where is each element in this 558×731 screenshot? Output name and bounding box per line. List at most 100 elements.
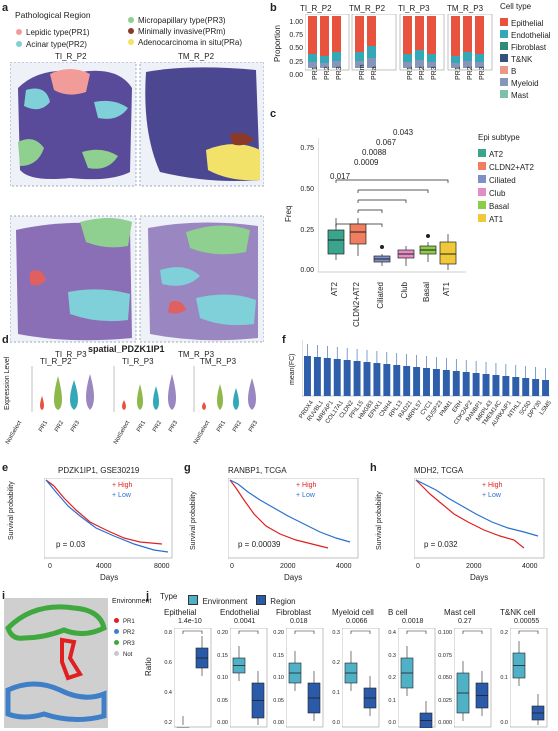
bar	[423, 368, 430, 396]
legend-label: Basal	[489, 202, 510, 211]
bar-segment	[463, 61, 472, 68]
legend-swatch	[478, 174, 486, 183]
legend-label: Lepidic type(PR1)	[26, 28, 90, 37]
legend-label: Region	[270, 597, 296, 606]
legend-swatch	[478, 187, 486, 196]
legend-dot-icon	[114, 618, 119, 623]
panel-b-legend-title: Cell type	[500, 2, 532, 11]
tick-label: PR3	[70, 420, 82, 434]
legend-label: Minimally invasive(PRm)	[138, 27, 226, 36]
outlier	[380, 245, 384, 249]
legend-label: Endothelial	[511, 31, 551, 40]
box-body	[327, 229, 345, 255]
legend-item: Not	[114, 643, 135, 658]
group-label: TI_R_P2	[300, 4, 332, 13]
tick-label: 4000	[336, 563, 352, 570]
boxplot-title: Mast cell	[444, 608, 476, 617]
tick-label: 0.2	[388, 675, 396, 681]
boxplot-panel: B cell 0.0018 0.4 0.3 0.2 0.1 0.0	[382, 604, 436, 728]
plot-frame	[230, 628, 268, 728]
tick-label: 2000	[280, 563, 296, 570]
tick-label: 0.3	[332, 630, 340, 636]
bar	[363, 362, 371, 396]
plot-frame	[342, 628, 380, 728]
legend-item: Myeloid	[500, 73, 551, 88]
violin-group	[113, 366, 176, 412]
tick-label: Club	[400, 282, 409, 299]
facet-frame	[447, 14, 493, 71]
bar-group	[308, 16, 341, 68]
plot-frame	[398, 628, 436, 728]
tick-label: 0.15	[273, 652, 284, 659]
axis-label-y: Survival probability	[8, 481, 15, 540]
axis-label-y: mean(FC)	[289, 353, 296, 385]
panel-a-legend-title: Pathological Region	[15, 10, 91, 20]
tick-label: 0.20	[217, 630, 228, 636]
group-label: TI_R_P3	[398, 4, 430, 13]
tick-label: 0	[230, 563, 234, 570]
panel-c-label: c	[270, 108, 277, 120]
bar	[373, 363, 381, 396]
legend-dot-icon	[114, 629, 119, 634]
legend-label: Not	[123, 652, 133, 658]
legend-label: Low	[488, 492, 501, 499]
bar	[452, 371, 460, 396]
pvalue-label: p = 0.00039	[238, 540, 281, 549]
boxplot-title: Endothelial	[220, 608, 260, 617]
bracket	[462, 630, 483, 634]
tick-label: PR1	[455, 66, 462, 80]
legend-swatch	[478, 200, 486, 209]
significance-brackets	[335, 179, 449, 227]
bar-chart-fc	[302, 340, 550, 397]
km-legend-low: + Low	[482, 492, 501, 499]
bar	[353, 361, 361, 396]
bar	[442, 370, 450, 396]
plot-frame	[228, 478, 359, 559]
legend-label: Low	[302, 492, 315, 499]
boxplot-title: T&NK cell	[500, 608, 536, 617]
region-pr2	[160, 267, 200, 286]
km-curve-high	[415, 479, 525, 549]
bar-segment	[332, 16, 341, 52]
panel-b-label: b	[270, 2, 277, 14]
region-pr1	[168, 301, 186, 314]
bar-group	[451, 16, 484, 68]
tick-label: 0.50	[300, 186, 314, 193]
legend-item: B	[500, 61, 551, 76]
tick-label: 0.00	[300, 267, 314, 274]
violin-group	[31, 366, 94, 412]
legend-swatch	[478, 148, 486, 157]
y-ticks: 1.00 0.75 0.50 0.25 0.00	[283, 16, 303, 82]
region-pr1	[50, 69, 90, 95]
bar-segment	[403, 62, 412, 68]
boxplot-panel: Epithelial 1.4e-10 0.8 0.6 0.4 0.2	[158, 604, 212, 728]
bar	[393, 365, 401, 396]
bar-segment	[403, 54, 412, 62]
bar-segment	[320, 56, 329, 63]
region-pra	[206, 144, 260, 181]
tick-label: 0.8	[164, 630, 172, 636]
bar	[472, 373, 480, 396]
bar	[403, 366, 411, 396]
region-pr1	[60, 637, 84, 681]
violin-group	[193, 366, 256, 412]
violin	[217, 384, 223, 410]
region-pr3	[82, 149, 118, 169]
bar-segment	[367, 16, 376, 46]
facet-frame	[351, 14, 397, 71]
legend-label: High	[118, 482, 133, 489]
legend-dot-icon	[128, 17, 134, 23]
boxplot-svg	[286, 628, 324, 728]
legend-swatch	[500, 65, 508, 74]
bar	[512, 377, 520, 396]
legend-label: Myeloid	[511, 79, 539, 88]
tick-label: 0.15	[217, 652, 228, 659]
violin	[54, 376, 62, 410]
legend-label: AT2	[489, 150, 504, 159]
box	[439, 234, 457, 270]
legend-swatch	[478, 161, 486, 170]
legend-item: CLDN2+AT2	[478, 157, 534, 172]
tick-label: PR2	[324, 66, 331, 80]
km-legend-low: + Low	[296, 492, 315, 499]
tick-label: NotSelect	[112, 420, 132, 446]
